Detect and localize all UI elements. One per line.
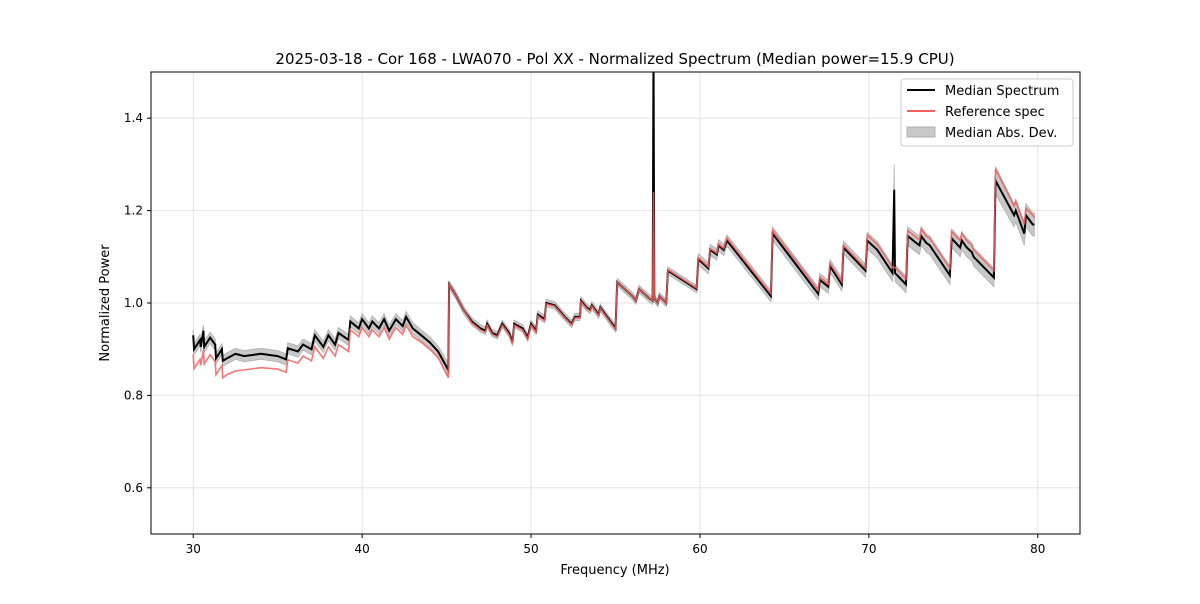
y-tick-label: 1.4 bbox=[124, 111, 143, 125]
x-tick-label: 80 bbox=[1030, 542, 1045, 556]
x-tick-label: 50 bbox=[523, 542, 538, 556]
legend: Median Spectrum Reference spec Median Ab… bbox=[900, 78, 1074, 147]
y-tick-label: 1.2 bbox=[124, 204, 143, 218]
chart-title: 2025-03-18 - Cor 168 - LWA070 - Pol XX -… bbox=[275, 50, 954, 68]
legend-mad-label: Median Abs. Dev. bbox=[945, 126, 1057, 141]
y-tick-label: 0.8 bbox=[124, 388, 143, 402]
y-tick-label: 1.0 bbox=[124, 296, 143, 310]
x-tick-label: 40 bbox=[354, 542, 369, 556]
y-tick-label: 0.6 bbox=[124, 481, 143, 495]
y-axis-label: Normalized Power bbox=[98, 244, 113, 362]
legend-mad-swatch bbox=[906, 126, 936, 138]
legend-reference-label: Reference spec bbox=[945, 105, 1045, 120]
legend-median-label: Median Spectrum bbox=[945, 84, 1059, 99]
x-tick-label: 70 bbox=[861, 542, 876, 556]
x-tick-label: 30 bbox=[186, 542, 201, 556]
x-tick-label: 60 bbox=[692, 542, 707, 556]
axis-ticks: 30 40 50 60 70 80 0.6 0.8 1.0 1.2 1.4 bbox=[124, 111, 1046, 556]
reference-spectrum-line bbox=[192, 168, 1036, 380]
x-axis-label: Frequency (MHz) bbox=[560, 563, 669, 578]
